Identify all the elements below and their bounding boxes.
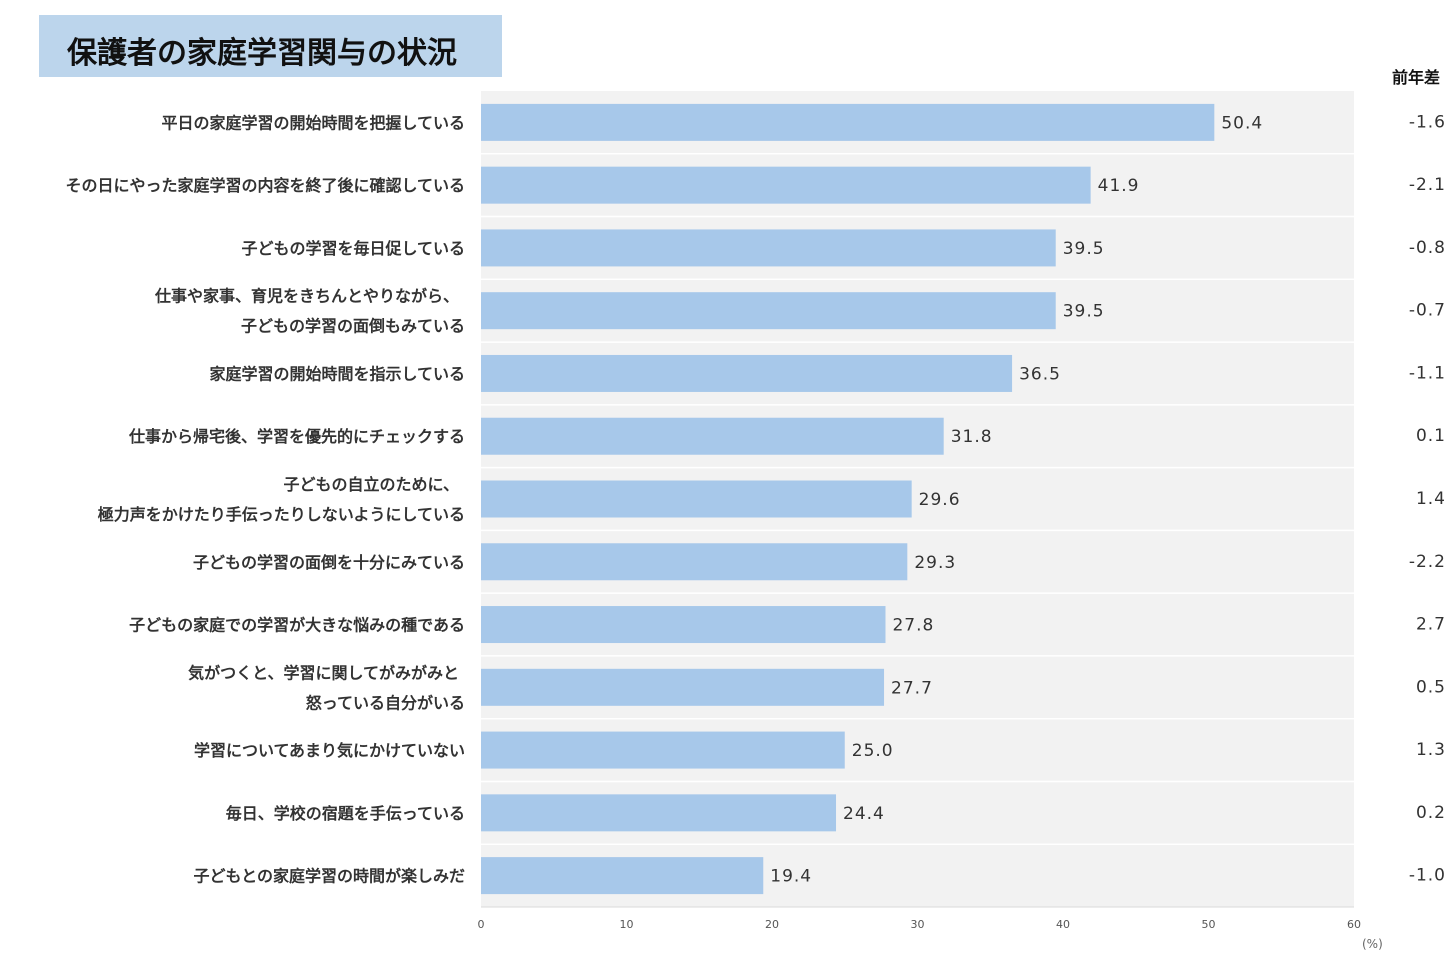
value-label: 19.4 bbox=[770, 867, 812, 887]
diff-value: 2.7 bbox=[1416, 615, 1446, 635]
value-label: 41.9 bbox=[1098, 176, 1140, 196]
category-label: 子どもの家庭での学習が大きな悩みの種である bbox=[129, 616, 465, 635]
diff-value: 0.2 bbox=[1416, 803, 1446, 823]
bar bbox=[481, 794, 837, 832]
category-label: 子どもの学習を毎日促している bbox=[241, 239, 465, 258]
diff-column-header: 前年差 bbox=[1392, 68, 1441, 87]
diff-value: -1.1 bbox=[1409, 363, 1446, 383]
value-label: 29.6 bbox=[919, 490, 961, 510]
category-label: 子どもの学習の面倒もみている bbox=[241, 317, 465, 336]
category-label: 気がつくと、学習に関してがみがみと bbox=[188, 663, 459, 682]
category-label: 子どもの自立のために、 bbox=[283, 475, 459, 494]
category-label: 子どもの学習の面倒を十分にみている bbox=[193, 553, 465, 572]
x-tick-label: 30 bbox=[911, 918, 925, 931]
value-label: 27.7 bbox=[891, 678, 933, 698]
value-label: 39.5 bbox=[1063, 239, 1105, 259]
diff-value: 0.1 bbox=[1416, 426, 1446, 446]
value-label: 31.8 bbox=[951, 427, 993, 447]
diff-value: -2.1 bbox=[1409, 175, 1446, 195]
chart-title: 保護者の家庭学習関与の状況 bbox=[67, 36, 457, 71]
bar bbox=[481, 857, 764, 895]
bar bbox=[481, 166, 1091, 204]
title-banner: 保護者の家庭学習関与の状況 bbox=[39, 15, 502, 77]
category-label: 平日の家庭学習の開始時間を把握している bbox=[161, 113, 465, 132]
category-label: 家庭学習の開始時間を指示している bbox=[209, 364, 465, 383]
x-tick-label: 40 bbox=[1056, 918, 1070, 931]
bar bbox=[481, 543, 908, 581]
bar bbox=[481, 354, 1013, 392]
bar bbox=[481, 668, 885, 706]
value-label: 50.4 bbox=[1221, 113, 1263, 133]
category-label: 仕事や家事、育児をきちんとやりながら、 bbox=[154, 287, 459, 306]
diff-value: 1.3 bbox=[1416, 740, 1446, 760]
diff-value: 0.5 bbox=[1416, 677, 1446, 697]
x-tick-label: 10 bbox=[620, 918, 634, 931]
diff-value: -2.2 bbox=[1409, 552, 1446, 572]
x-tick-label: 20 bbox=[765, 918, 779, 931]
value-label: 39.5 bbox=[1063, 302, 1105, 322]
x-tick-label: 0 bbox=[478, 918, 485, 931]
x-tick-label: 60 bbox=[1347, 918, 1361, 931]
bar bbox=[481, 731, 845, 769]
diff-value: -0.8 bbox=[1409, 238, 1446, 258]
bar bbox=[481, 229, 1056, 267]
category-label: その日にやった家庭学習の内容を終了後に確認している bbox=[65, 176, 465, 195]
diff-value: -0.7 bbox=[1409, 301, 1446, 321]
category-label: 怒っている自分がいる bbox=[306, 693, 465, 712]
value-label: 27.8 bbox=[892, 616, 934, 636]
bar bbox=[481, 417, 944, 455]
value-label: 36.5 bbox=[1019, 364, 1061, 384]
value-label: 29.3 bbox=[914, 553, 956, 573]
diff-value: -1.0 bbox=[1409, 866, 1446, 886]
diff-value: -1.6 bbox=[1409, 112, 1446, 132]
category-label: 仕事から帰宅後、学習を優先的にチェックする bbox=[128, 427, 465, 446]
x-tick-label: 50 bbox=[1202, 918, 1216, 931]
bar bbox=[481, 103, 1215, 141]
category-label: 子どもとの家庭学習の時間が楽しみだ bbox=[193, 867, 465, 886]
value-label: 25.0 bbox=[852, 741, 894, 761]
x-axis-unit-label: (%) bbox=[1362, 937, 1383, 951]
bar bbox=[481, 480, 912, 518]
category-label: 学習についてあまり気にかけていない bbox=[194, 741, 465, 760]
category-label: 極力声をかけたり手伝ったりしないようにしている bbox=[97, 505, 465, 524]
bar bbox=[481, 606, 886, 644]
bar bbox=[481, 292, 1056, 330]
category-label: 毎日、学校の宿題を手伝っている bbox=[226, 804, 465, 823]
value-label: 24.4 bbox=[843, 804, 885, 824]
diff-value: 1.4 bbox=[1416, 489, 1446, 509]
